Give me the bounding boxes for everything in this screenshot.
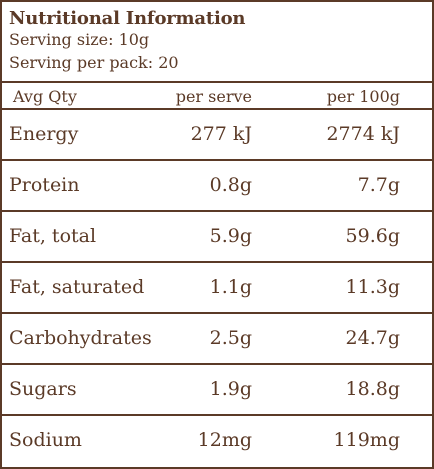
column-header-per-100g: per 100g bbox=[326, 87, 400, 106]
per-100g-value: 11.3g bbox=[345, 276, 400, 298]
nutrient-name: Energy bbox=[9, 123, 79, 145]
nutrient-name: Fat, total bbox=[9, 225, 97, 247]
nutrient-name: Fat, saturated bbox=[9, 276, 145, 298]
per-100g-value: 2774 kJ bbox=[326, 123, 400, 145]
per-100g-value: 59.6g bbox=[345, 225, 400, 247]
column-header-per-serve: per serve bbox=[175, 87, 252, 106]
per-serve-value: 1.1g bbox=[209, 276, 252, 298]
table-row: Sugars 1.9g 18.8g bbox=[2, 363, 432, 416]
per-serve-value: 1.9g bbox=[209, 378, 252, 400]
per-serve-value: 0.8g bbox=[209, 174, 252, 196]
nutrient-name: Sugars bbox=[9, 378, 77, 400]
servings-per-pack: Serving per pack: 20 bbox=[9, 53, 179, 72]
table-row: Fat, saturated 1.1g 11.3g bbox=[2, 261, 432, 314]
nutrient-name: Carbohydrates bbox=[9, 327, 152, 349]
per-serve-value: 277 kJ bbox=[190, 123, 252, 145]
per-serve-value: 12mg bbox=[197, 429, 252, 451]
per-serve-value: 5.9g bbox=[209, 225, 252, 247]
nutrient-name: Protein bbox=[9, 174, 80, 196]
per-100g-value: 7.7g bbox=[357, 174, 400, 196]
per-serve-value: 2.5g bbox=[209, 327, 252, 349]
nutrient-name: Sodium bbox=[9, 429, 82, 451]
header-divider bbox=[2, 81, 432, 83]
per-100g-value: 119mg bbox=[333, 429, 400, 451]
per-100g-value: 18.8g bbox=[345, 378, 400, 400]
table-row: Sodium 12mg 119mg bbox=[2, 414, 432, 467]
panel-title: Nutritional Information bbox=[9, 8, 246, 29]
table-row: Protein 0.8g 7.7g bbox=[2, 159, 432, 212]
table-row: Carbohydrates 2.5g 24.7g bbox=[2, 312, 432, 365]
table-row: Fat, total 5.9g 59.6g bbox=[2, 210, 432, 263]
serving-size: Serving size: 10g bbox=[9, 30, 150, 49]
column-header-avg-qty: Avg Qty bbox=[13, 87, 77, 106]
table-row: Energy 277 kJ 2774 kJ bbox=[2, 108, 432, 161]
per-100g-value: 24.7g bbox=[345, 327, 400, 349]
